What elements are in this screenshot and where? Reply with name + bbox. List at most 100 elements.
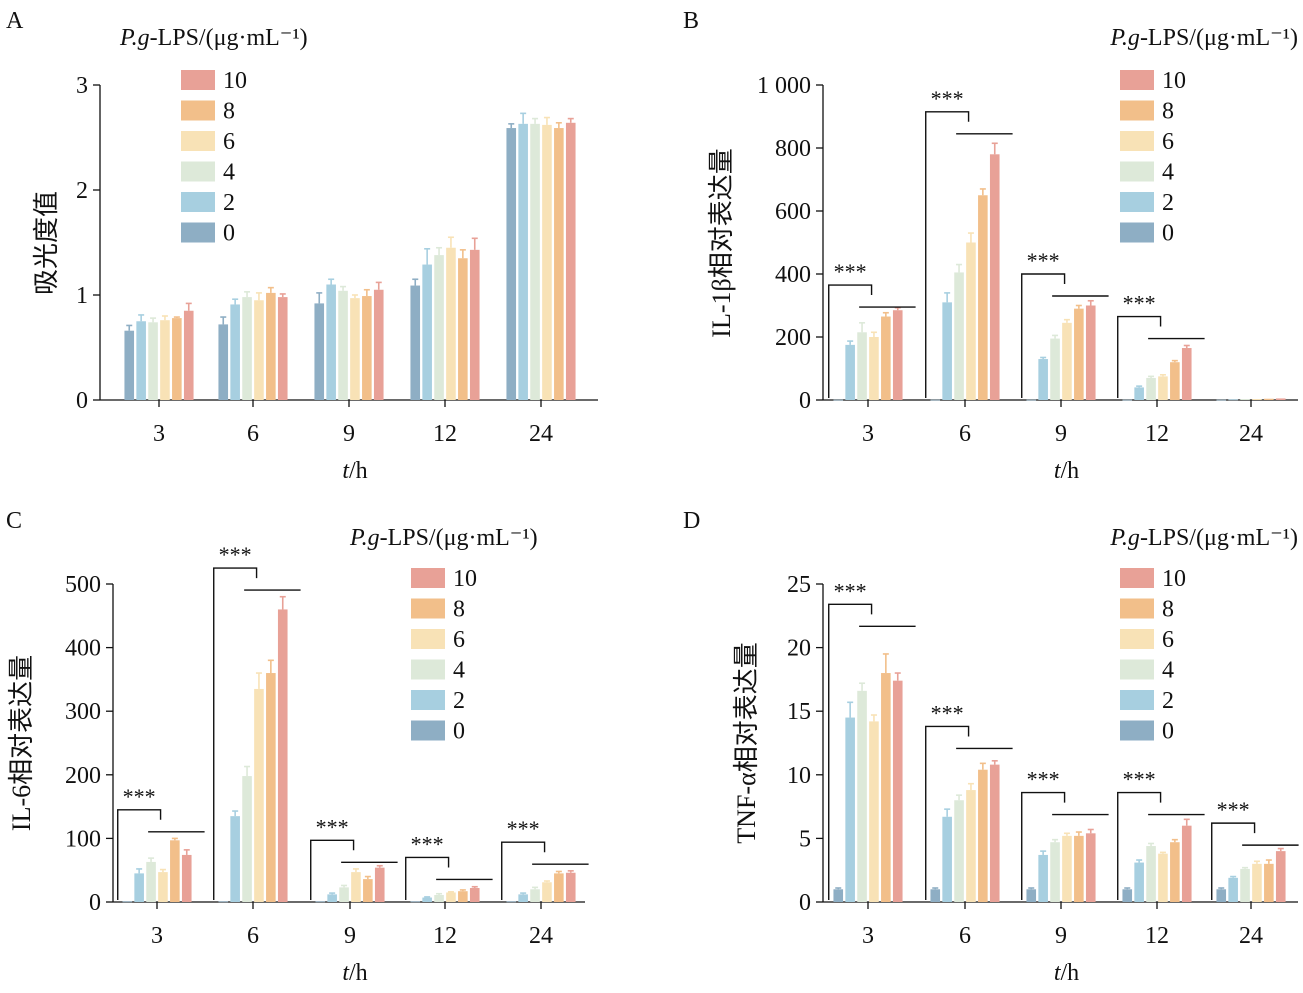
bar [978, 769, 988, 902]
bar [1181, 348, 1192, 400]
legend-swatch [1120, 720, 1154, 741]
significance-label: *** [123, 784, 156, 809]
legend-swatch [411, 629, 445, 649]
bar [1050, 338, 1060, 400]
bar [172, 318, 182, 400]
y-tick-label: 10 [787, 763, 811, 789]
bar [170, 840, 180, 902]
bar [124, 330, 135, 400]
bar [1275, 851, 1286, 902]
bar [892, 310, 903, 400]
legend-label: 2 [223, 190, 235, 216]
y-axis-label: TNF-α相对表达量 [732, 642, 761, 843]
bar [1134, 387, 1144, 400]
significance-label: *** [1217, 797, 1250, 822]
y-axis-label: IL-1β相对表达量 [707, 148, 736, 337]
y-tick-label: 0 [76, 388, 88, 414]
bar [1122, 889, 1133, 902]
legend: P.g-LPS/(μg·mL⁻¹) 10 8 6 4 2 0 [119, 25, 308, 247]
bar [954, 800, 964, 902]
bar [122, 901, 133, 903]
bar [565, 122, 576, 401]
legend-label: 6 [1162, 129, 1174, 155]
bar [1275, 398, 1286, 400]
bar [1085, 305, 1096, 400]
bar [374, 867, 385, 902]
bar [1146, 846, 1156, 902]
legend-label: 4 [1162, 160, 1174, 186]
y-tick-label: 0 [799, 388, 811, 414]
significance-label: *** [931, 86, 964, 111]
x-tick-label: 9 [1055, 923, 1067, 949]
significance-bracket [1021, 791, 1066, 900]
bar [506, 128, 517, 401]
bar [869, 721, 879, 902]
y-tick-label: 400 [775, 262, 811, 288]
significance-label: *** [834, 259, 867, 284]
x-tick-label: 3 [862, 421, 874, 447]
legend-swatch [1120, 568, 1154, 588]
bar [158, 872, 168, 902]
legend-label: 0 [223, 221, 235, 247]
bar [1122, 399, 1133, 401]
x-tick-label: 24 [1239, 421, 1263, 447]
bar [469, 249, 480, 400]
significance-bracket [1117, 791, 1162, 900]
significance-label: *** [1123, 291, 1156, 316]
legend-swatch [1120, 629, 1154, 649]
bar [1216, 889, 1227, 902]
legend-title: P.g-LPS/(μg·mL⁻¹) [1109, 25, 1298, 51]
bar [506, 901, 517, 903]
bar [1158, 376, 1168, 400]
y-tick-label: 300 [65, 699, 101, 725]
bar [410, 901, 421, 903]
panel-label: B [683, 8, 699, 34]
bar [869, 337, 879, 400]
legend-swatch [411, 568, 445, 588]
x-axis-label: t/h [342, 458, 367, 484]
bar [277, 297, 288, 400]
legend-swatch [1120, 192, 1154, 212]
bar [242, 776, 252, 902]
bar [930, 889, 941, 902]
legend-label: 10 [1162, 68, 1186, 94]
bar [530, 123, 540, 400]
bar [930, 399, 941, 401]
x-axis-label: t/h [342, 960, 367, 986]
legend-label: 6 [1162, 627, 1174, 653]
bar [989, 154, 1000, 400]
bar [554, 128, 564, 401]
bar [1062, 835, 1072, 902]
bar [422, 897, 432, 902]
legend-title: P.g-LPS/(μg·mL⁻¹) [1109, 525, 1298, 551]
bar [314, 303, 325, 400]
bar [881, 673, 891, 902]
bar [434, 255, 444, 400]
x-tick-label: 24 [1239, 923, 1263, 949]
significance-label: *** [1027, 767, 1060, 792]
bar [857, 690, 867, 902]
bar [1062, 322, 1072, 400]
bar [242, 297, 252, 400]
y-tick-label: 25 [787, 572, 811, 598]
bar [1240, 399, 1250, 400]
significance-label: *** [219, 542, 252, 567]
bar [315, 901, 326, 903]
legend-swatch [1120, 690, 1154, 710]
legend-label: 8 [1162, 99, 1174, 125]
bar [230, 304, 240, 400]
legend-swatch [411, 659, 445, 680]
significance-bracket [213, 567, 258, 900]
x-tick-label: 6 [959, 421, 971, 447]
bar [1170, 842, 1180, 902]
legend-swatch [1120, 222, 1154, 243]
legend-swatch [411, 690, 445, 710]
bar [1181, 825, 1192, 902]
bar [363, 879, 373, 902]
bar [266, 292, 276, 400]
legend-title: P.g-LPS/(μg·mL⁻¹) [119, 25, 308, 51]
bar [339, 887, 349, 902]
significance-bracket [1211, 822, 1256, 900]
bar [565, 872, 576, 902]
